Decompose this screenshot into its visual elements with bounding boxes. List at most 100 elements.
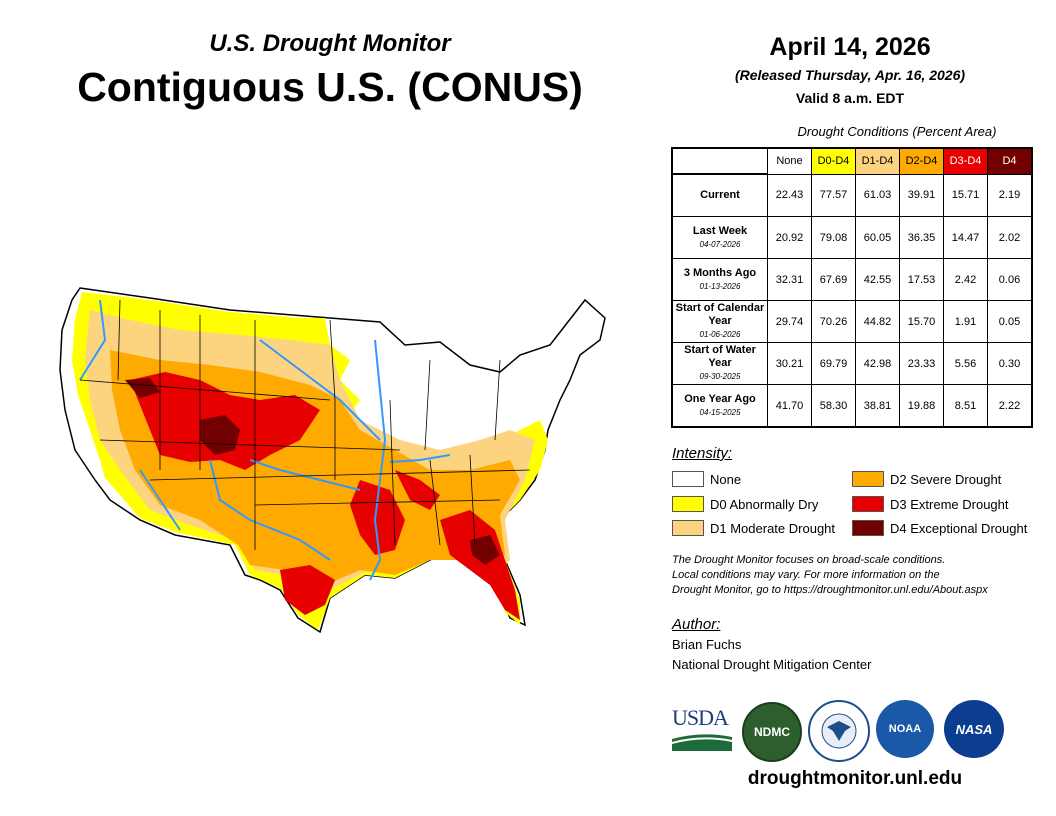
table-cell: 44.82	[855, 300, 900, 343]
legend-label: D1 Moderate Drought	[710, 520, 836, 536]
table-cell: 14.47	[943, 216, 988, 259]
eagle-icon	[821, 713, 857, 749]
table-cell: 19.88	[899, 384, 944, 428]
column-header: D1-D4	[855, 147, 900, 175]
table-cell: 58.30	[811, 384, 856, 428]
table-cell: 15.70	[899, 300, 944, 343]
table-cell: 15.71	[943, 173, 988, 217]
legend-item-d1: D1 Moderate Drought	[672, 519, 835, 537]
table-cell: 41.70	[767, 384, 812, 428]
table-cell: 2.02	[987, 216, 1033, 259]
commerce-seal-icon	[808, 700, 870, 762]
table-cell: 0.30	[987, 342, 1033, 385]
disclaimer-note: The Drought Monitor focuses on broad-sca…	[672, 553, 1042, 598]
table-cell: 39.91	[899, 173, 944, 217]
table-row: Start of Water Year 09-30-2025 30.21 69.7…	[671, 342, 1033, 385]
legend-item-d4: D4 Exceptional Drought	[852, 519, 1027, 537]
website-url: droughtmonitor.unl.edu	[747, 768, 963, 789]
table-cell: 42.55	[855, 258, 900, 301]
table-cell: 42.98	[855, 342, 900, 385]
table-cell: 77.57	[811, 173, 856, 217]
table-caption: Drought Conditions (Percent Area)	[797, 124, 997, 139]
table-row: Start of Calendar Year 01-06-2026 29.74 7…	[671, 300, 1033, 343]
release-date: (Released Thursday, Apr. 16, 2026)	[734, 67, 966, 83]
row-label: Start of Water Year 09-30-2025	[671, 342, 768, 385]
legend-item-d2: D2 Severe Drought	[852, 470, 1001, 488]
table-cell: 23.33	[899, 342, 944, 385]
conus-drought-map	[59, 287, 606, 634]
valid-time: Valid 8 a.m. EDT	[795, 90, 905, 106]
legend-swatch	[852, 496, 884, 512]
nasa-logo-text: NASA	[955, 721, 993, 737]
intensity-heading: Intensity:	[672, 445, 733, 462]
table-cell: 36.35	[899, 216, 944, 259]
note-line: Drought Monitor, go to https://droughtmo…	[672, 584, 988, 596]
table-cell: 70.26	[811, 300, 856, 343]
table-cell: 30.21	[767, 342, 812, 385]
table-cell: 8.51	[943, 384, 988, 428]
table-cell: 2.42	[943, 258, 988, 301]
table-cell: 60.05	[855, 216, 900, 259]
author-heading: Author:	[672, 616, 721, 633]
d4-georgia	[470, 535, 500, 565]
legend-swatch	[852, 471, 884, 487]
usda-logo: USDA	[671, 705, 733, 753]
usda-hills-icon	[671, 734, 733, 751]
state-boundaries	[79, 299, 531, 550]
table-corner	[672, 148, 768, 175]
table-row: One Year Ago 04-15-2025 41.70 58.30 38.81…	[671, 384, 1033, 428]
note-line: Local conditions may vary. For more info…	[672, 569, 940, 581]
d3-texas	[280, 565, 335, 615]
table-cell: 5.56	[943, 342, 988, 385]
row-label: Start of Calendar Year 01-06-2026	[671, 300, 768, 343]
legend-label: D3 Extreme Drought	[890, 496, 1009, 512]
nasa-logo: NASA	[944, 700, 1004, 758]
d3-southeast	[440, 510, 520, 620]
legend-item-d3: D3 Extreme Drought	[852, 495, 1009, 513]
legend-swatch	[672, 496, 704, 512]
table-cell: 29.74	[767, 300, 812, 343]
table-cell: 17.53	[899, 258, 944, 301]
table-cell: 0.06	[987, 258, 1033, 301]
row-label: Current	[671, 173, 768, 217]
table-row: Current 22.43 77.57 61.03 39.91 15.71 2.…	[671, 173, 1033, 217]
table-cell: 22.43	[767, 173, 812, 217]
legend-item-none: None	[672, 470, 741, 488]
table-cell: 38.81	[855, 384, 900, 428]
ndmc-logo-text: NDMC	[754, 725, 790, 739]
usda-logo-text: USDA	[672, 705, 729, 730]
map-subtitle: U.S. Drought Monitor	[209, 30, 451, 57]
row-label: 3 Months Ago 01-13-2026	[671, 258, 768, 301]
d3-arkansas	[350, 480, 405, 555]
table-cell: 69.79	[811, 342, 856, 385]
table-cell: 20.92	[767, 216, 812, 259]
legend-swatch	[852, 520, 884, 536]
legend-label: None	[710, 471, 742, 487]
column-header: D4	[987, 147, 1033, 175]
map-title: Contiguous U.S. (CONUS)	[77, 64, 583, 110]
noaa-logo: NOAA	[876, 700, 934, 758]
table-cell: 2.19	[987, 173, 1033, 217]
legend-swatch	[672, 471, 704, 487]
column-header: D0-D4	[811, 147, 856, 175]
table-cell: 1.91	[943, 300, 988, 343]
row-label: One Year Ago 04-15-2025	[671, 384, 768, 428]
row-label: Last Week 04-07-2026	[671, 216, 768, 259]
table-row: 3 Months Ago 01-13-2026 32.31 67.69 42.55…	[671, 258, 1033, 301]
table-cell: 0.05	[987, 300, 1033, 343]
legend-label: D2 Severe Drought	[890, 471, 1002, 487]
drought-conditions-table: None D0-D4 D1-D4 D2-D4 D3-D4 D4 Current …	[671, 147, 1033, 428]
author-name: Brian Fuchs	[672, 637, 742, 652]
map-date: April 14, 2026	[769, 33, 931, 61]
table-row: Last Week 04-07-2026 20.92 79.08 60.05 36…	[671, 216, 1033, 259]
d4-idaho	[125, 378, 160, 398]
legend-label: D0 Abnormally Dry	[710, 496, 819, 512]
column-header: D3-D4	[943, 147, 988, 175]
column-header: None	[767, 147, 812, 175]
ndmc-logo: NDMC	[742, 702, 802, 762]
legend-swatch	[672, 520, 704, 536]
table-cell: 67.69	[811, 258, 856, 301]
d3-tennessee	[395, 470, 440, 510]
note-line: The Drought Monitor focuses on broad-sca…	[672, 554, 946, 566]
author-organization: National Drought Mitigation Center	[672, 657, 872, 672]
